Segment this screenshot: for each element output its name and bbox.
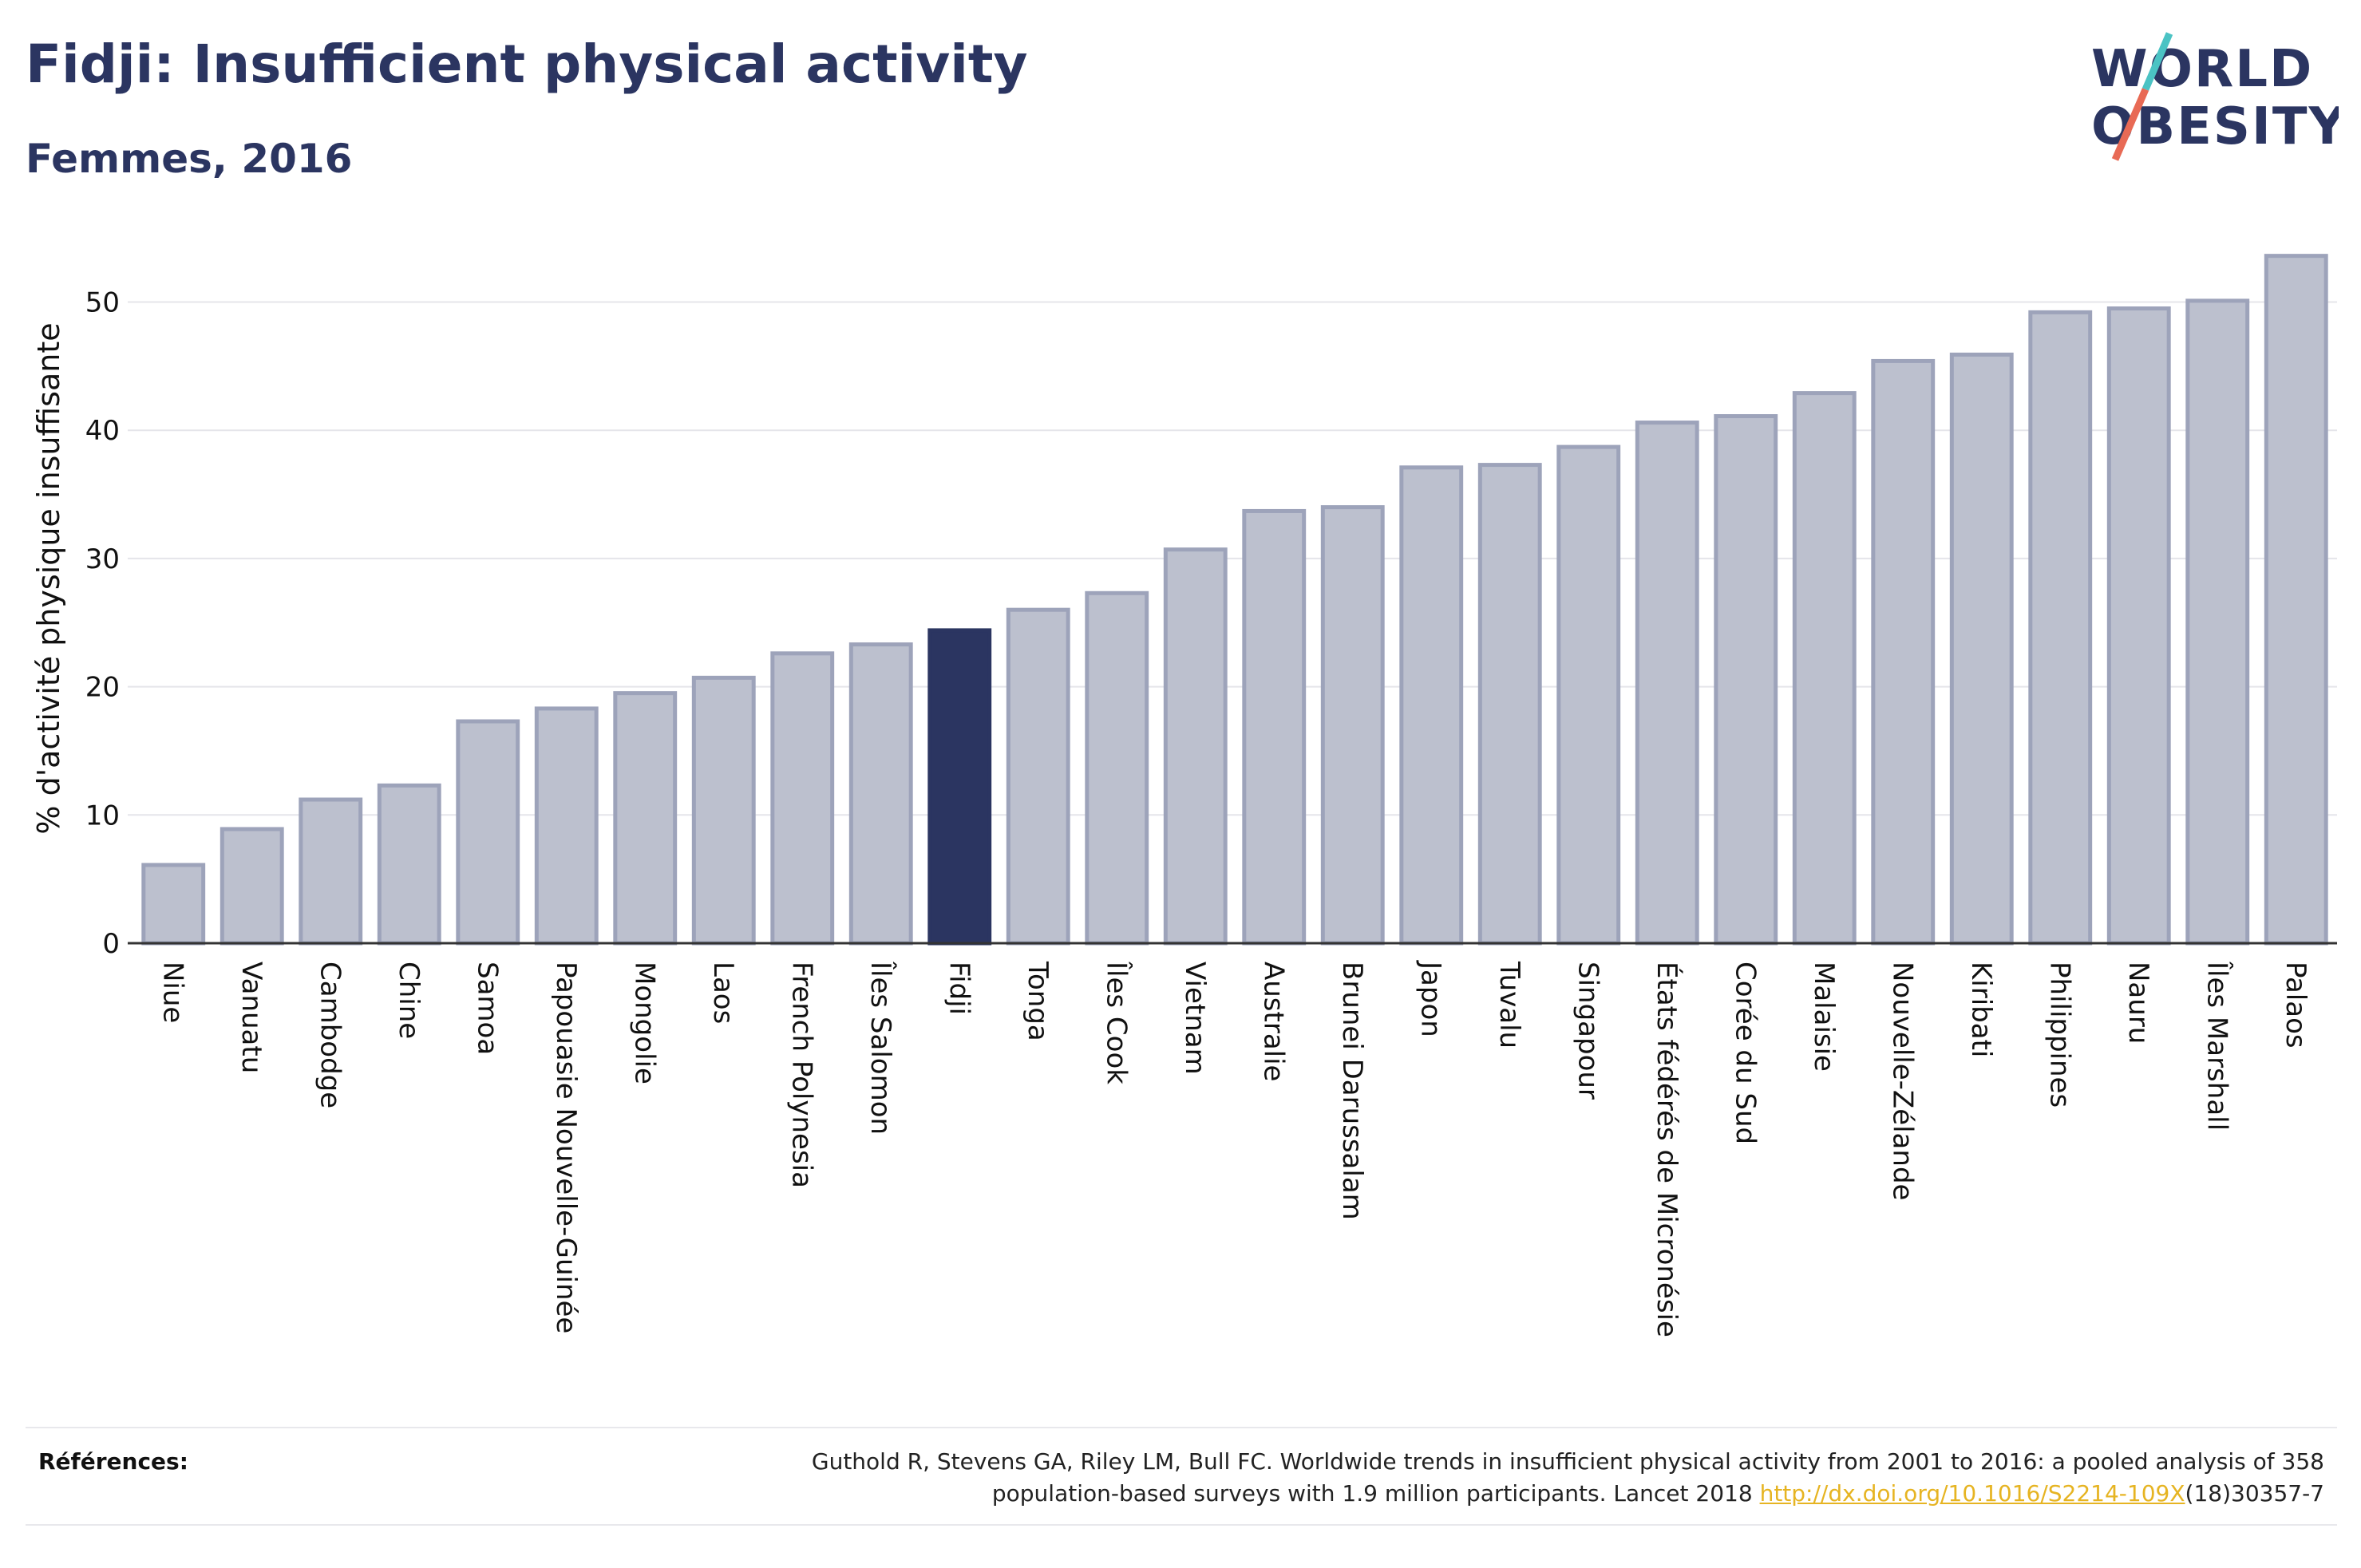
x-tick-label: Cambodge: [314, 962, 346, 1108]
bar-chart: 0 10 20 30 40 50 Niue Vanuatu Cambodge Chine Samo…: [31, 254, 2337, 1337]
bar-Niue: [141, 863, 206, 946]
x-tick-label: Australie: [1257, 962, 1289, 1081]
y-axis-ticks: 0 10 20 30 40 50: [85, 287, 120, 961]
bar-Kiribati: [1949, 352, 2014, 946]
x-tick-label: French Polynesia: [785, 962, 817, 1188]
x-tick-label: Corée du Sud: [1729, 962, 1761, 1144]
x-tick-label: Kiribati: [1965, 962, 1997, 1057]
x-tick-label: Îles Salomon: [864, 961, 897, 1135]
x-axis-labels: Niue Vanuatu Cambodge Chine Samoa Papouasie N…: [156, 960, 2312, 1337]
bar-Vanuatu: [219, 827, 284, 946]
x-tick-label: Niue: [156, 962, 188, 1023]
bar-Laos: [691, 675, 756, 946]
x-tick-label: Chine: [393, 962, 425, 1039]
bar-Australie: [1242, 508, 1307, 946]
bar-Philippines: [2028, 310, 2093, 946]
bar-Chine: [377, 783, 441, 946]
reference-doi-link[interactable]: http://dx.doi.org/10.1016/S2214-109X: [1759, 1480, 2185, 1507]
x-tick-label: Brunei Darussalam: [1336, 962, 1368, 1220]
x-tick-label: Nouvelle-Zélande: [1886, 962, 1918, 1200]
footer-bottom-divider: [26, 1524, 2337, 1526]
page-subtitle: Femmes, 2016: [26, 136, 353, 182]
x-tick-label: Îles Cook: [1100, 961, 1133, 1084]
y-tick-label: 0: [102, 928, 120, 960]
bar-French Polynesia: [770, 651, 835, 946]
x-tick-label: Philippines: [2043, 962, 2075, 1108]
x-tick-label: Vietnam: [1179, 962, 1211, 1075]
bar-Brunei Darussalam: [1320, 505, 1385, 946]
y-tick-label: 10: [85, 800, 120, 831]
references-label: Références:: [38, 1448, 188, 1475]
bar-Îles Marshall: [2185, 298, 2250, 946]
bar-Tuvalu: [1477, 463, 1542, 946]
references-text: Guthold R, Stevens GA, Riley LM, Bull FC…: [488, 1446, 2324, 1510]
bar-Nauru: [2106, 306, 2171, 946]
bar-Nouvelle-Zélande: [1871, 358, 1936, 946]
x-tick-label: Palaos: [2280, 962, 2312, 1049]
bar-Vietnam: [1163, 547, 1228, 946]
logo-slash-coral: [2111, 88, 2149, 161]
bar-Mongolie: [613, 691, 678, 946]
footer-top-divider: [26, 1427, 2337, 1428]
y-tick-label: 20: [85, 672, 120, 704]
y-tick-label: 30: [85, 543, 120, 575]
bar-Malaisie: [1792, 391, 1857, 946]
x-tick-label: Vanuatu: [235, 962, 267, 1073]
bar-Îles Salomon: [848, 642, 913, 946]
page-title: Fidji: Insufficient physical activity: [26, 34, 1028, 95]
y-tick-label: 50: [85, 287, 120, 319]
x-tick-label: Tonga: [1022, 961, 1054, 1041]
reference-line-2-post: (18)30357-7: [2185, 1480, 2324, 1507]
reference-line-2-pre: population-based surveys with 1.9 millio…: [991, 1480, 1760, 1507]
x-tick-label: Papouasie Nouvelle-Guinée: [550, 962, 582, 1333]
bar-Samoa: [456, 719, 520, 946]
x-tick-label: Laos: [707, 962, 739, 1024]
x-tick-label: Samoa: [471, 962, 503, 1055]
x-tick-label: Japon: [1414, 960, 1446, 1037]
bar-Fidji: [927, 628, 992, 946]
bar-Îles Cook: [1085, 590, 1149, 946]
bar-Palaos: [2264, 254, 2328, 946]
x-tick-label: États fédérés de Micronésie: [1651, 962, 1683, 1337]
bar-Tonga: [1006, 607, 1070, 946]
x-tick-label: Malaisie: [1808, 962, 1840, 1072]
x-tick-label: Tuvalu: [1493, 961, 1525, 1049]
bar-Japon: [1399, 465, 1464, 946]
bar-Singapour: [1556, 444, 1621, 946]
x-tick-label: Îles Marshall: [2201, 961, 2233, 1131]
bar-Papouasie Nouvelle-Guinée: [534, 706, 599, 946]
bar-États fédérés de Micronésie: [1635, 421, 1699, 946]
logo-slash-teal: [2142, 32, 2173, 91]
logo-line1: WORLD: [2091, 40, 2313, 99]
x-tick-label: Mongolie: [628, 962, 660, 1084]
bar-Corée du Sud: [1714, 414, 1778, 946]
y-axis-label: % d'activité physique insuffisante: [31, 322, 66, 834]
reference-line-1: Guthold R, Stevens GA, Riley LM, Bull FC…: [811, 1448, 2324, 1475]
reference-line-2: population-based surveys with 1.9 millio…: [488, 1478, 2324, 1510]
bar-Cambodge: [299, 797, 363, 946]
y-tick-label: 40: [85, 415, 120, 447]
x-tick-label: Fidji: [943, 962, 975, 1015]
x-tick-label: Nauru: [2122, 962, 2154, 1044]
bars: [141, 254, 2328, 946]
world-obesity-logo: WORLD OBESITY: [2091, 32, 2339, 161]
x-tick-label: Singapour: [1572, 962, 1604, 1100]
